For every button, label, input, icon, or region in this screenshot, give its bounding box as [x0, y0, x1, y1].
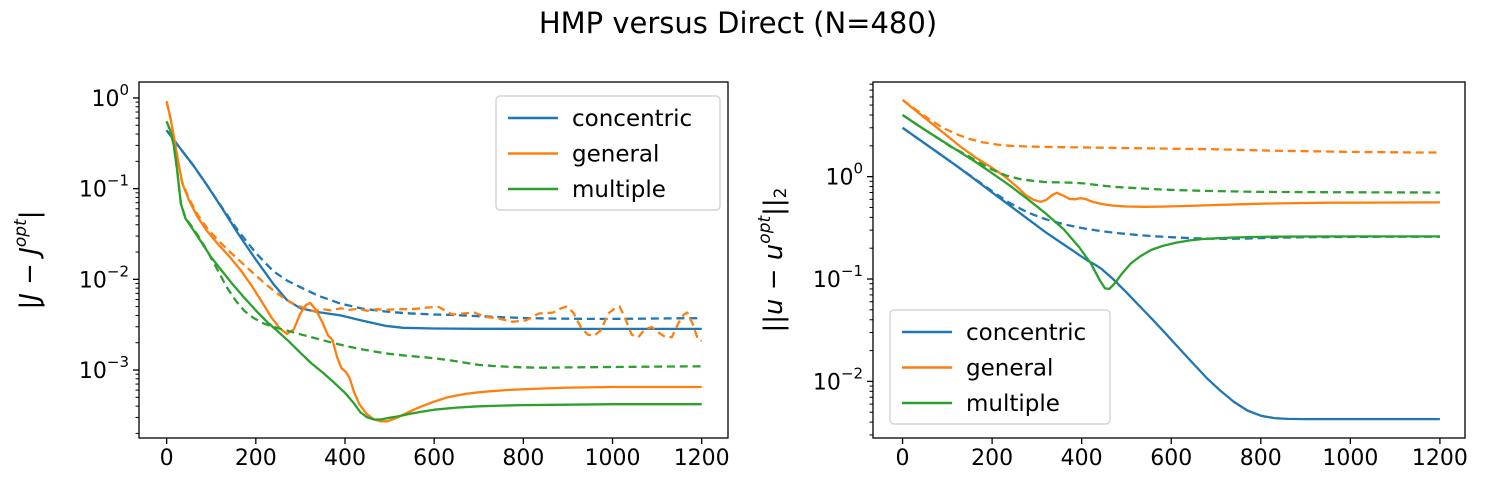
figure-title: HMP versus Direct (N=480): [539, 6, 937, 40]
y-tick-label: 100: [825, 160, 863, 191]
series-general-solid: [165, 101, 702, 423]
legend-label-multiple: multiple: [966, 391, 1060, 417]
x-tick-label: 1200: [674, 446, 730, 471]
x-tick-label: 800: [1240, 446, 1282, 471]
y-tick-label: 10−2: [79, 262, 129, 293]
x-tick-label: 800: [502, 446, 544, 471]
legend: concentric general multiple: [889, 309, 1111, 425]
left-plot: 0 200 400 600 800 1000 1200 100 10−1 10−2 10−3 |J −…: [11, 81, 730, 471]
y-tick-label: 10−2: [813, 364, 863, 395]
legend-box: [495, 95, 721, 211]
axes-box: [872, 81, 1466, 439]
x-tick-label: 1000: [585, 446, 641, 471]
legend-box: [889, 309, 1111, 425]
series-multiple-solid: [901, 114, 1440, 291]
x-tick-label: 1200: [1412, 446, 1468, 471]
y-axis: 100 10−1 10−2: [813, 83, 873, 436]
x-tick-label: 0: [160, 446, 174, 471]
y-axis: 100 10−1 10−2 10−3: [79, 81, 139, 434]
y-axis-label: |J − Jopt|: [11, 210, 45, 309]
plot-series: [901, 99, 1440, 421]
y-tick-label: 10−1: [813, 262, 863, 293]
series-concentric-solid: [901, 126, 1440, 421]
axes-box: [138, 81, 729, 439]
x-tick-label: 600: [1150, 446, 1192, 471]
series-general-dashed: [901, 99, 1440, 154]
series-concentric-dashed: [165, 129, 702, 321]
legend-label-general: general: [966, 356, 1053, 382]
x-tick-label: 600: [413, 446, 455, 471]
x-tick-label: 1000: [1322, 446, 1378, 471]
legend-label-general: general: [572, 142, 659, 168]
series-multiple-dashed: [901, 114, 1440, 194]
x-tick-label: 400: [324, 446, 366, 471]
x-tick-label: 200: [971, 446, 1013, 471]
y-axis-label: ||u − uopt||2: [755, 187, 791, 332]
y-tick-label: 10−1: [79, 172, 129, 203]
series-general-dashed: [165, 101, 702, 342]
legend-label-concentric: concentric: [966, 320, 1086, 346]
legend-label-multiple: multiple: [572, 177, 666, 203]
series-concentric-dashed: [901, 126, 1440, 240]
x-axis: 0 200 400 600 800 1000 1200: [160, 438, 730, 471]
x-tick-label: 0: [896, 446, 910, 471]
plot-series: [165, 101, 702, 423]
right-plot: 0 200 400 600 800 1000 1200 100 10−1 10−2 ||u − uo…: [755, 81, 1468, 471]
y-tick-label: 100: [91, 81, 129, 112]
x-tick-label: 200: [235, 446, 277, 471]
legend-label-concentric: concentric: [572, 106, 692, 132]
series-multiple-dashed: [165, 121, 702, 369]
series-multiple-solid: [165, 121, 702, 421]
y-tick-label: 10−3: [79, 353, 129, 384]
x-tick-label: 400: [1061, 446, 1103, 471]
x-axis: 0 200 400 600 800 1000 1200: [896, 438, 1468, 471]
series-general-solid: [901, 99, 1440, 208]
legend: concentric general multiple: [495, 95, 721, 211]
